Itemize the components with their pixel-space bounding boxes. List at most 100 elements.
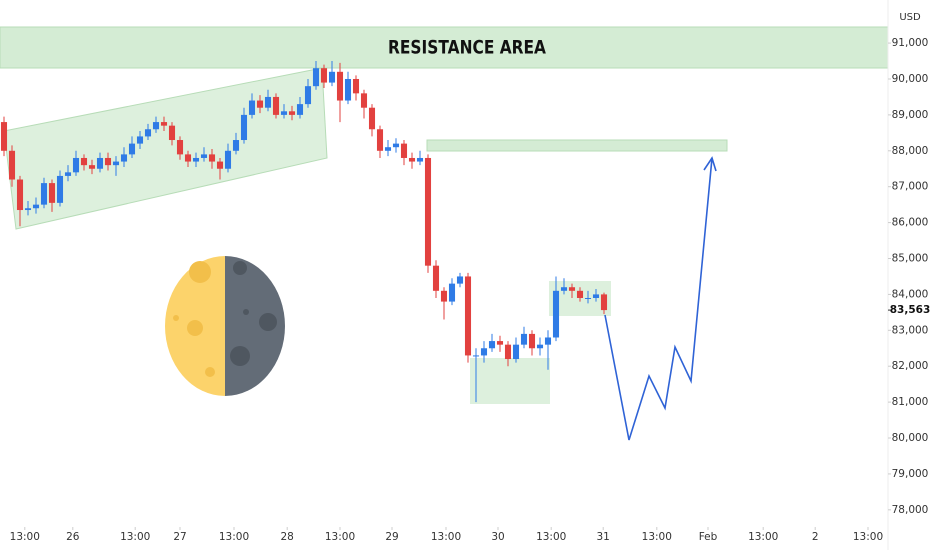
candle-body [96, 157, 104, 169]
candle-body [176, 140, 184, 155]
last-price-label: 83,563 [890, 304, 931, 316]
candle-body [56, 175, 64, 203]
support-zone [470, 358, 550, 404]
candle-body [496, 341, 504, 345]
x-tick-label: 27 [173, 531, 186, 543]
candle-body [424, 157, 432, 266]
target-zone [426, 139, 728, 152]
candle-body [392, 143, 400, 148]
candle-body [120, 154, 128, 162]
candle-body [264, 96, 272, 108]
candle-body [256, 100, 264, 108]
candle-body [272, 96, 280, 115]
candle-body [448, 283, 456, 302]
candle-body [288, 111, 296, 115]
candle-body [208, 154, 216, 162]
candle-body [376, 129, 384, 151]
candle-body [152, 122, 160, 130]
candle-body [352, 78, 360, 94]
candle-body [544, 337, 552, 345]
candle-body [432, 265, 440, 291]
candle-body [368, 107, 376, 130]
candle-body [328, 71, 336, 83]
candle-body [536, 344, 544, 349]
candle-body [464, 276, 472, 356]
candle-body [40, 183, 48, 205]
y-tick-label: 86,000 [892, 217, 929, 229]
candle-body [416, 157, 424, 162]
y-tick-label: 91,000 [892, 37, 929, 49]
projection-path [604, 157, 713, 441]
candle-body [344, 78, 352, 101]
candle-body [16, 179, 24, 211]
candle-body [216, 161, 224, 169]
candle-body [528, 333, 536, 349]
candle-body [232, 140, 240, 151]
candle-body [320, 68, 328, 83]
y-tick-label: 81,000 [892, 396, 929, 408]
candle-body [312, 68, 320, 87]
candle-body [112, 161, 120, 166]
x-tick-label: 13:00 [325, 531, 355, 543]
candle-body [488, 341, 496, 349]
x-tick-label: 13:00 [642, 531, 672, 543]
candle-body [592, 294, 600, 298]
candle-body [136, 136, 144, 144]
candle-body [144, 129, 152, 137]
x-tick-label: 31 [597, 531, 610, 543]
y-tick-label: 85,000 [892, 253, 929, 265]
candle-body [408, 157, 416, 162]
candle-body [568, 287, 576, 291]
x-tick-label: 29 [385, 531, 398, 543]
x-tick-label: 13:00 [431, 531, 461, 543]
candle-body [248, 100, 256, 115]
candle-body [304, 86, 312, 105]
candle-body [80, 157, 88, 166]
chart-title: RESISTANCE AREA [388, 37, 546, 59]
y-tick-label: 88,000 [892, 145, 929, 157]
candle-body [72, 157, 80, 173]
candle-body [480, 348, 488, 356]
y-tick-label: 82,000 [892, 360, 929, 372]
y-tick-label: 90,000 [892, 73, 929, 85]
candle-body [584, 297, 592, 299]
candle-body [104, 157, 112, 166]
candle-body [552, 290, 560, 338]
x-tick-label: 13:00 [219, 531, 249, 543]
candle-body [32, 204, 40, 209]
candle-body [64, 172, 72, 176]
channel-zone [3, 67, 328, 230]
x-tick-label: 13:00 [853, 531, 883, 543]
projection-arrow [703, 156, 717, 172]
candle-body [440, 290, 448, 302]
candle-body [168, 125, 176, 141]
y-tick-label: 80,000 [892, 432, 929, 444]
x-tick-label: 30 [491, 531, 504, 543]
candle-body [160, 122, 168, 126]
candle-body [0, 122, 8, 151]
x-tick-label: 2 [812, 531, 819, 543]
candle-body [296, 104, 304, 115]
candle-body [184, 154, 192, 162]
candle-body [200, 154, 208, 158]
candle-body [24, 208, 32, 211]
x-tick-label: 13:00 [10, 531, 40, 543]
candle-body [336, 71, 344, 101]
candle-body [48, 183, 56, 203]
candle-body [576, 290, 584, 298]
moon-icon [165, 256, 285, 396]
candle-body [560, 287, 568, 291]
candle-body [88, 165, 96, 169]
x-tick-label: 26 [66, 531, 80, 543]
x-tick-label: 13:00 [120, 531, 150, 543]
x-tick-label: 13:00 [536, 531, 566, 543]
y-tick-label: 83,000 [892, 324, 929, 336]
y-tick-label: 89,000 [892, 109, 929, 121]
candle-body [504, 344, 512, 360]
y-tick-label: 79,000 [892, 468, 929, 480]
candle-body [384, 147, 392, 151]
candle-body [512, 344, 520, 360]
candle-body [520, 333, 528, 345]
candle-body [600, 294, 608, 311]
